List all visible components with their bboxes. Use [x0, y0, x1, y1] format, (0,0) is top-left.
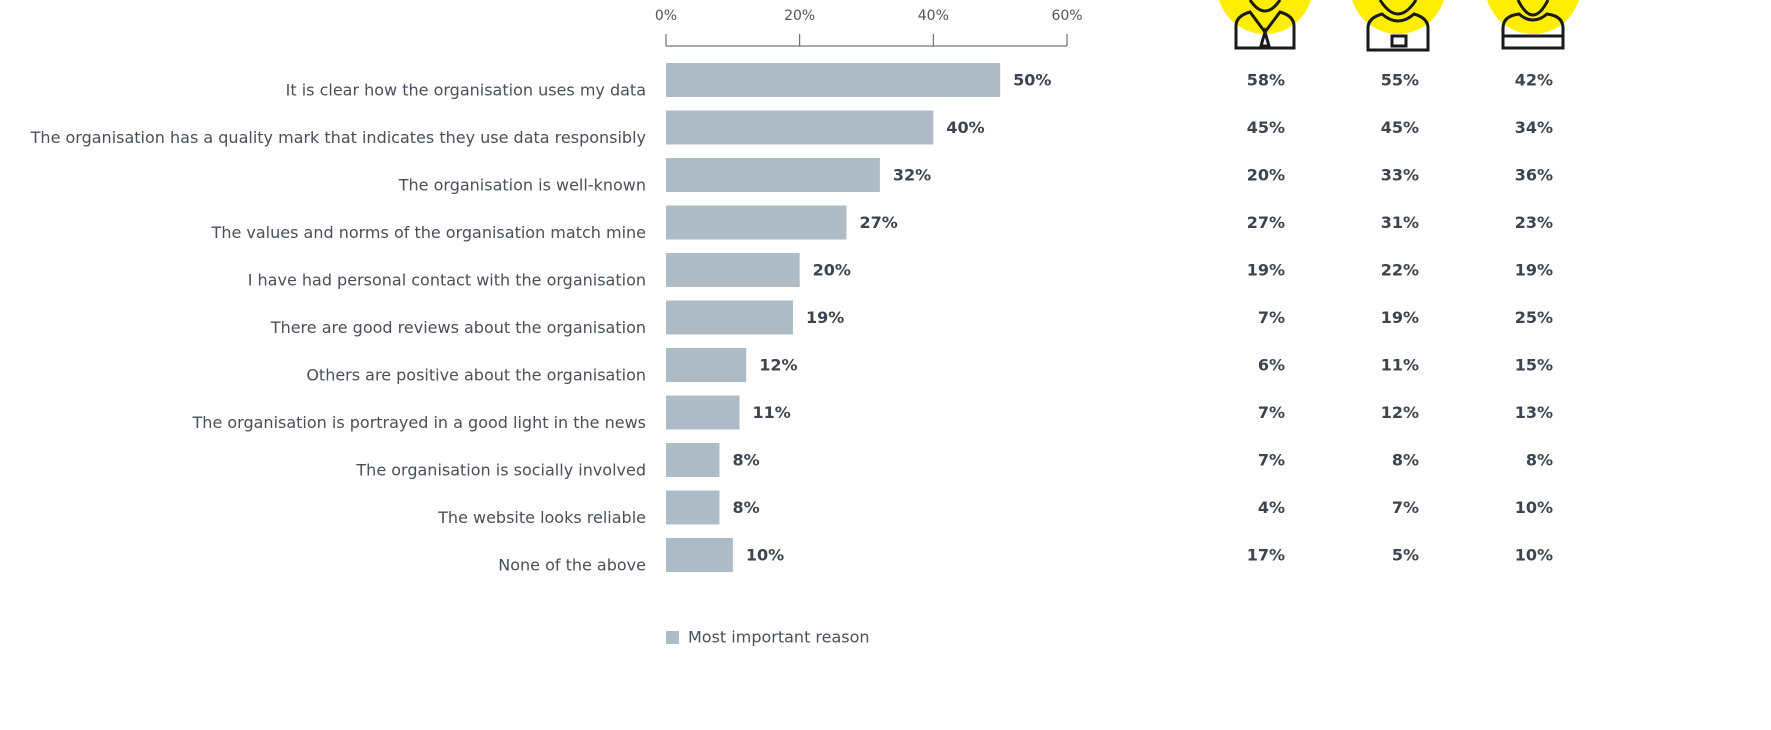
x-tick-label: 40%: [918, 8, 949, 24]
table-cell: 36%: [1515, 166, 1553, 185]
table-cell: 5%: [1392, 546, 1419, 565]
bar: [666, 300, 793, 335]
table-cell: 7%: [1392, 498, 1419, 517]
category-label: The values and norms of the organisation…: [211, 223, 646, 242]
bar: [666, 158, 880, 192]
persona-icons: [1219, 0, 1579, 52]
value-label: 50%: [1013, 71, 1051, 90]
value-label: 8%: [732, 498, 759, 517]
category-label: The organisation is socially involved: [355, 461, 646, 480]
bar: [666, 110, 934, 145]
x-tick-label: 0%: [655, 8, 677, 24]
value-label: 20%: [813, 261, 851, 280]
bar: [666, 253, 800, 287]
value-label: 8%: [732, 451, 759, 470]
table-cell: 8%: [1392, 451, 1419, 470]
category-label: I have had personal contact with the org…: [248, 271, 646, 290]
table-cell: 19%: [1515, 261, 1553, 280]
table-cell: 19%: [1381, 308, 1419, 327]
table-cell: 10%: [1515, 546, 1553, 565]
table-cell: 10%: [1515, 498, 1553, 517]
category-label: There are good reviews about the organis…: [270, 318, 646, 337]
table-cell: 7%: [1258, 403, 1285, 422]
value-label: 12%: [759, 356, 797, 375]
table-cell: 58%: [1247, 71, 1285, 90]
value-label: 19%: [806, 308, 844, 327]
bar: [666, 205, 847, 240]
category-label: The website looks reliable: [437, 508, 646, 527]
legend-swatch: [666, 631, 679, 644]
table-cell: 25%: [1515, 308, 1553, 327]
table-cell: 15%: [1515, 356, 1553, 375]
category-label: It is clear how the organisation uses my…: [286, 81, 646, 100]
table-cell: 23%: [1515, 213, 1553, 232]
bar: [666, 395, 740, 430]
table-cell: 42%: [1515, 71, 1553, 90]
table-cell: 6%: [1258, 356, 1285, 375]
value-label: 10%: [746, 546, 784, 565]
category-label: Others are positive about the organisati…: [306, 366, 646, 385]
table-cell: 11%: [1381, 356, 1419, 375]
legend-label: Most important reason: [688, 628, 870, 647]
x-tick-label: 20%: [784, 8, 815, 24]
table-cell: 20%: [1247, 166, 1285, 185]
value-label: 40%: [946, 118, 984, 137]
table-cell: 19%: [1247, 261, 1285, 280]
table-cell: 13%: [1515, 403, 1553, 422]
bar: [666, 63, 1001, 97]
category-label: None of the above: [498, 556, 646, 575]
table-cell: 7%: [1258, 308, 1285, 327]
value-label: 11%: [753, 403, 791, 422]
table-cell: 12%: [1381, 403, 1419, 422]
bar: [666, 443, 720, 477]
value-label: 27%: [859, 213, 897, 232]
x-tick-label: 60%: [1051, 8, 1082, 24]
table-cell: 33%: [1381, 166, 1419, 185]
category-label: The organisation is well-known: [398, 176, 646, 195]
category-label: The organisation has a quality mark that…: [30, 128, 646, 147]
bar: [666, 538, 733, 572]
value-label: 32%: [893, 166, 931, 185]
table-cell: 55%: [1381, 71, 1419, 90]
table-cell: 17%: [1247, 546, 1285, 565]
table-cell: 31%: [1381, 213, 1419, 232]
category-label: The organisation is portrayed in a good …: [192, 413, 646, 432]
table-cell: 8%: [1526, 451, 1553, 470]
table-cell: 34%: [1515, 118, 1553, 137]
table-cell: 7%: [1258, 451, 1285, 470]
table-cell: 22%: [1381, 261, 1419, 280]
bar: [666, 348, 747, 382]
bar: [666, 490, 720, 525]
table-cell: 4%: [1258, 498, 1285, 517]
table-cell: 45%: [1247, 118, 1285, 137]
table-cell: 45%: [1381, 118, 1419, 137]
legend: Most important reason: [666, 628, 870, 647]
table-cell: 27%: [1247, 213, 1285, 232]
